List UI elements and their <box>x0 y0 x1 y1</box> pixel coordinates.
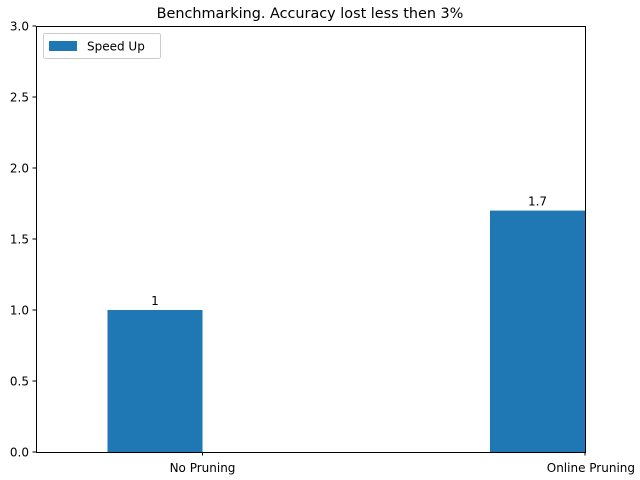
y-tick-label: 0.0 <box>10 446 29 460</box>
y-tick-label: 0.5 <box>10 375 29 389</box>
x-axis: No Pruning Online Pruning <box>170 452 635 475</box>
x-tick-label: Online Pruning <box>547 461 635 475</box>
legend-swatch <box>49 41 77 51</box>
y-tick-label: 1.5 <box>10 233 29 247</box>
data-label: 1 <box>151 294 159 308</box>
bars-group <box>107 210 585 452</box>
data-labels-group: 11.7 <box>151 195 547 308</box>
bar-online-pruning <box>490 210 585 452</box>
y-tick-label: 2.5 <box>10 91 29 105</box>
legend-label: Speed Up <box>87 40 145 54</box>
y-tick-label: 3.0 <box>10 20 29 34</box>
y-tick-label: 2.0 <box>10 162 29 176</box>
bar-no-pruning <box>107 310 203 452</box>
y-tick-label: 1.0 <box>10 304 29 318</box>
legend-box <box>43 33 161 59</box>
x-tick-label: No Pruning <box>170 461 236 475</box>
legend: Speed Up <box>43 33 161 59</box>
y-axis: 0.0 0.5 1.0 1.5 2.0 2.5 3.0 <box>10 20 36 460</box>
chart-title: Benchmarking. Accuracy lost less then 3% <box>157 6 464 22</box>
data-label: 1.7 <box>528 195 547 209</box>
plot-frame <box>36 26 586 453</box>
